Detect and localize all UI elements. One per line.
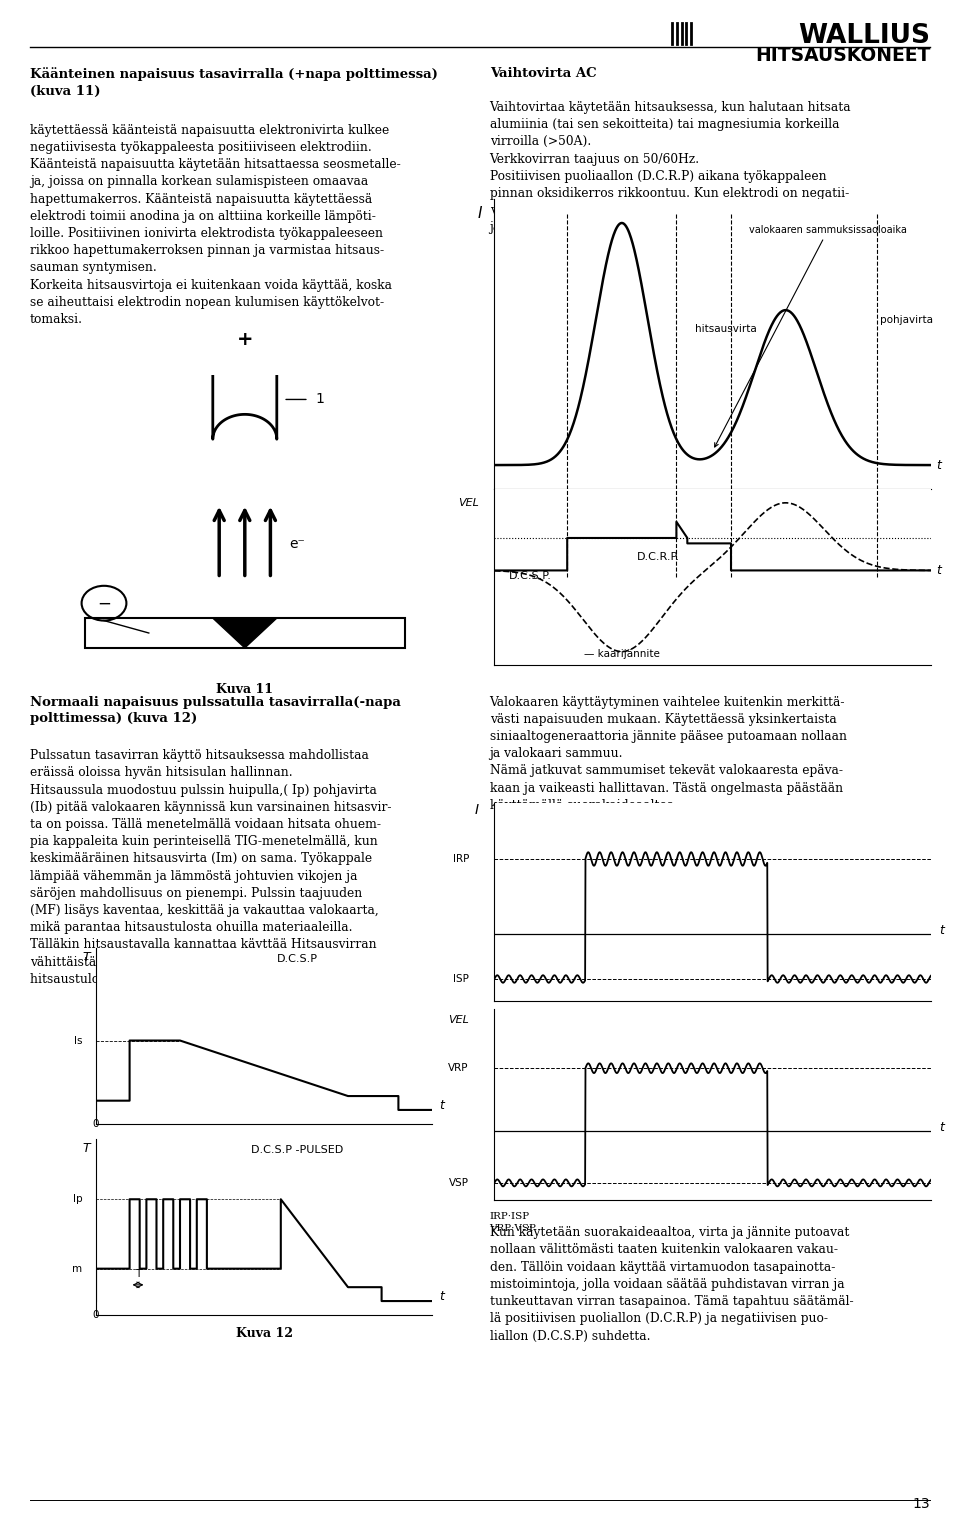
Text: Käänteinen napaisuus tasavirralla (+napa polttimessa)
(kuva 11): Käänteinen napaisuus tasavirralla (+napa… — [30, 67, 438, 98]
Text: Kun käytetään suorakaideaaltoa, virta ja jännite putoavat
nollaan välittömästi t: Kun käytetään suorakaideaaltoa, virta ja… — [490, 1226, 853, 1342]
Text: T: T — [83, 951, 89, 963]
Text: Vaihtovirtaa käytetään hitsauksessa, kun halutaan hitsata
alumiinia (tai sen sek: Vaihtovirtaa käytetään hitsauksessa, kun… — [490, 101, 852, 234]
Text: Is: Is — [74, 1035, 83, 1046]
Text: Kuva 11: Kuva 11 — [216, 683, 274, 697]
Text: 0: 0 — [93, 1310, 99, 1321]
Bar — [84, 618, 405, 648]
Text: e⁻: e⁻ — [290, 537, 305, 550]
Text: Normaali napaisuus pulssatulla tasavirralla(-napa
polttimessa) (kuva 12): Normaali napaisuus pulssatulla tasavirra… — [30, 696, 400, 725]
Text: t: t — [440, 1099, 444, 1112]
Text: IRP: IRP — [452, 855, 468, 864]
Text: D.C.S.P -PULSED: D.C.S.P -PULSED — [252, 1145, 344, 1154]
Text: Vaihtovirta AC: Vaihtovirta AC — [490, 67, 596, 81]
Polygon shape — [213, 618, 276, 648]
Text: valokaaren sammuksissaoloaika: valokaaren sammuksissaoloaika — [714, 225, 907, 446]
Text: Valokaaren käyttäytyminen vaihtelee kuitenkin merkittä-
västi napaisuuden mukaan: Valokaaren käyttäytyminen vaihtelee kuit… — [490, 696, 847, 812]
Text: Pulssatun tasavirran käyttö hitsauksessa mahdollistaa
eräissä oloissa hyvän hits: Pulssatun tasavirran käyttö hitsauksessa… — [30, 749, 392, 986]
Text: 0: 0 — [93, 1119, 99, 1130]
Text: WALLIUS: WALLIUS — [799, 23, 930, 49]
Text: ISP: ISP — [453, 974, 468, 985]
Text: t: t — [940, 1121, 945, 1135]
Text: HITSAUSKONEET: HITSAUSKONEET — [755, 46, 930, 64]
Text: hitsausvirta: hitsausvirta — [695, 324, 756, 335]
Text: käytettäessä käänteistä napaisuutta elektronivirta kulkee
negatiivisesta työkapp: käytettäessä käänteistä napaisuutta elek… — [30, 124, 400, 326]
Text: 13: 13 — [913, 1497, 930, 1511]
Text: +: + — [236, 330, 253, 349]
Text: VSP: VSP — [449, 1177, 468, 1188]
Text: t: t — [440, 1290, 444, 1303]
Text: VEL: VEL — [448, 1015, 468, 1024]
Text: t: t — [936, 564, 941, 576]
Text: T: T — [134, 1269, 141, 1278]
Text: Ip: Ip — [73, 1194, 83, 1205]
Text: I: I — [477, 206, 482, 220]
Text: — kaarijännite: — kaarijännite — [584, 648, 660, 659]
Text: VRP: VRP — [448, 1063, 468, 1073]
Text: pohjavirta: pohjavirta — [880, 315, 933, 324]
Text: IRP·ISP
VRP·VSP: IRP·ISP VRP·VSP — [490, 1212, 537, 1232]
Text: D.C.S.P.: D.C.S.P. — [510, 570, 552, 581]
Text: D.C.S.P: D.C.S.P — [277, 954, 318, 963]
Text: 1: 1 — [315, 393, 324, 407]
Text: I: I — [474, 803, 478, 816]
Text: D.C.R.P.: D.C.R.P. — [636, 552, 680, 561]
Text: VEL: VEL — [459, 498, 479, 508]
Text: t: t — [940, 924, 945, 937]
Text: t: t — [936, 459, 941, 471]
Text: −: − — [97, 595, 111, 612]
Text: T: T — [83, 1142, 89, 1154]
Text: Kuva 12: Kuva 12 — [235, 1327, 293, 1341]
Text: m: m — [72, 1263, 83, 1274]
